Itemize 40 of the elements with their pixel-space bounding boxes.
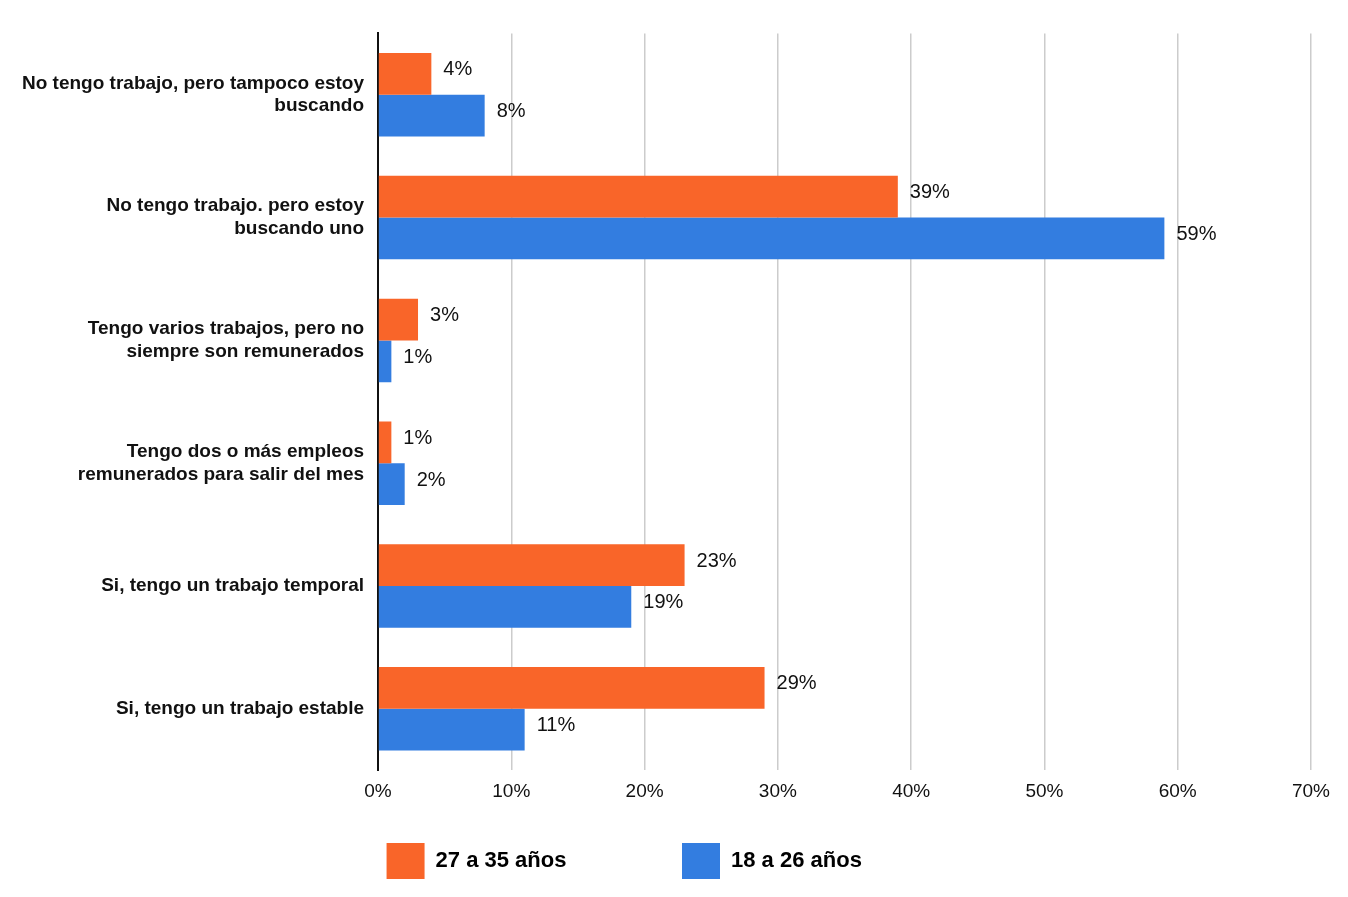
y-tick-label: No tengo trabajo. pero estoy buscando uno — [106, 194, 365, 239]
bar — [378, 94, 485, 137]
x-tick-label: 10% — [492, 779, 531, 801]
bar — [378, 340, 392, 383]
y-tick-label: Tengo dos o más empleos remunerados para salir del mes — [77, 440, 365, 484]
bar — [378, 463, 405, 505]
bar — [378, 544, 685, 586]
bar — [378, 175, 898, 218]
x-tick-label: 30% — [758, 779, 797, 801]
legend-label: 27 a 35 años — [435, 847, 652, 873]
y-tick-label: No tengo trabajo, pero tampoco estoy buscando — [21, 71, 365, 116]
x-tick-label: 40% — [892, 779, 931, 801]
bar — [378, 667, 765, 709]
data-label: 29% — [776, 671, 817, 694]
data-label: 1% — [403, 425, 433, 448]
data-label: 2% — [416, 467, 446, 490]
data-label: 1% — [403, 344, 433, 367]
x-tick-label: 50% — [1025, 779, 1064, 801]
bar — [378, 586, 632, 628]
bar — [378, 708, 525, 751]
data-label: 3% — [430, 303, 460, 326]
data-label: 19% — [643, 590, 684, 613]
x-tick-label: 20% — [625, 779, 664, 801]
y-tick-label: Si, tengo un trabajo estable — [115, 697, 365, 719]
x-tick-label: 70% — [1291, 779, 1331, 801]
legend-label: 18 a 26 años — [731, 847, 948, 873]
x-tick-label: 0% — [364, 779, 392, 801]
y-tick-label: Tengo varios trabajos, pero no siempre son remunerados — [87, 317, 365, 362]
data-label: 39% — [909, 180, 951, 203]
data-label: 11% — [536, 713, 576, 736]
bar — [378, 421, 392, 464]
data-label: 4% — [443, 57, 473, 80]
y-tick-label: Si, tengo un trabajo temporal — [101, 574, 365, 596]
bar — [378, 298, 419, 341]
data-label: 8% — [496, 99, 526, 122]
data-label: 23% — [696, 548, 737, 571]
x-tick-label: 60% — [1158, 779, 1197, 801]
bar — [378, 53, 432, 95]
bar — [378, 217, 1165, 260]
data-label: 59% — [1176, 221, 1217, 244]
